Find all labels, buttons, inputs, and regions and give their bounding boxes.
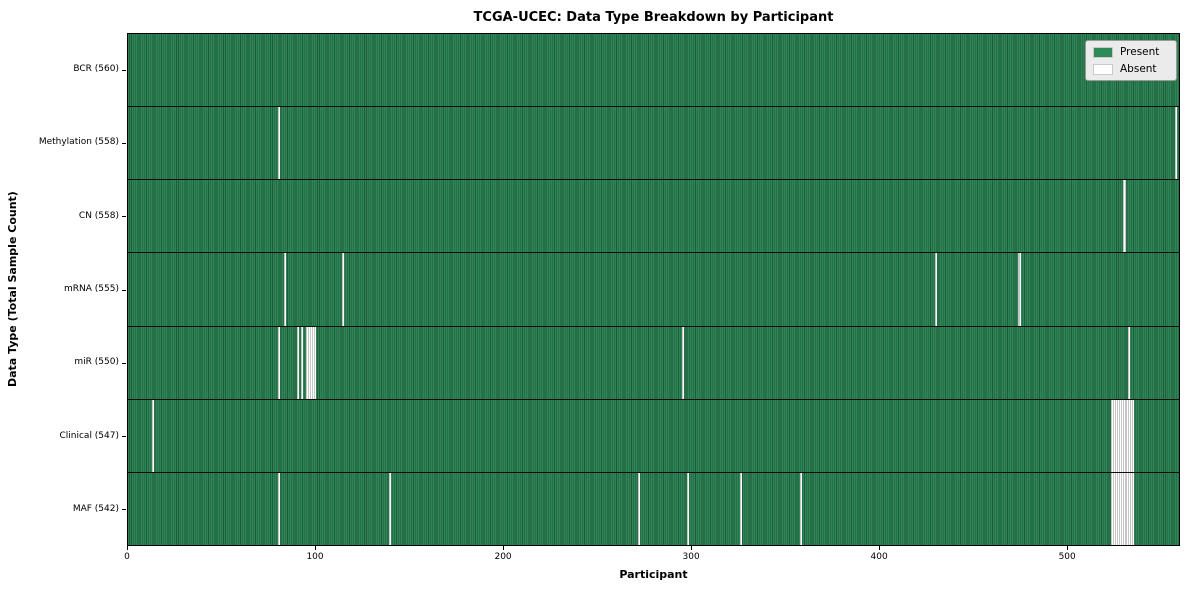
absent-stripe — [1122, 180, 1125, 253]
x-tick-mark — [503, 546, 505, 550]
x-tick-mark — [691, 546, 693, 550]
absent-stripe — [1120, 399, 1123, 472]
present-swatch-icon — [1093, 46, 1113, 58]
y-tick-mark — [122, 216, 126, 218]
y-tick-label-cn: CN (558) — [78, 210, 119, 221]
absent-stripe — [283, 253, 286, 326]
row-clinical — [128, 398, 1179, 472]
absent-stripe — [638, 472, 641, 545]
absent-stripe — [278, 326, 281, 399]
y-tick-mark — [122, 142, 126, 144]
absent-stripe — [1128, 472, 1131, 545]
x-tick-mark — [879, 546, 881, 550]
row-cn — [128, 179, 1179, 253]
absent-stripe — [341, 253, 344, 326]
absent-stripe — [1117, 472, 1119, 545]
absent-stripe — [1128, 326, 1131, 399]
absent-stripe — [1130, 399, 1133, 472]
y-tick-label-mir: miR (550) — [74, 357, 119, 368]
absent-stripe — [300, 326, 303, 399]
absent-stripe — [1111, 399, 1114, 472]
absent-stripe — [1122, 472, 1125, 545]
y-tick-mark — [122, 509, 126, 511]
y-tick-mark — [122, 362, 126, 364]
absent-stripe — [1130, 472, 1133, 545]
row-bcr — [128, 34, 1179, 107]
x-tick-mark — [1067, 546, 1069, 550]
absent-stripe — [687, 472, 690, 545]
absent-stripe — [1132, 472, 1134, 545]
legend: Present Absent — [1085, 40, 1177, 81]
absent-stripe — [311, 326, 314, 399]
x-tick-label-400: 400 — [870, 552, 888, 562]
absent-stripe — [1126, 399, 1129, 472]
y-tick-mark — [122, 289, 126, 291]
absent-stripe — [1111, 472, 1114, 545]
absent-stripe — [388, 472, 391, 545]
y-tick-label-maf: MAF (542) — [72, 503, 119, 514]
y-tick-mark — [122, 436, 126, 438]
absent-stripe — [310, 326, 312, 399]
legend-entry-absent: Absent — [1093, 63, 1169, 75]
absent-stripe — [1175, 107, 1178, 180]
absent-stripe — [306, 326, 309, 399]
absent-stripe — [1113, 472, 1116, 545]
chart-title: TCGA-UCEC: Data Type Breakdown by Partic… — [473, 10, 834, 25]
absent-stripe — [1118, 399, 1121, 472]
y-tick-label-bcr: BCR (560) — [73, 64, 119, 75]
absent-stripe — [1122, 399, 1125, 472]
x-tick-mark — [315, 546, 317, 550]
legend-label-absent: Absent — [1120, 63, 1157, 75]
absent-stripe — [278, 107, 281, 180]
absent-stripe — [1124, 180, 1127, 253]
absent-stripe — [296, 326, 299, 399]
x-tick-mark — [127, 546, 128, 550]
y-tick-label-clinical: Clinical (547) — [59, 430, 119, 441]
plot-area — [127, 33, 1180, 546]
absent-stripe — [1128, 399, 1131, 472]
absent-stripe — [278, 472, 281, 545]
row-mrna — [128, 252, 1179, 326]
y-tick-label-methylation: Methylation (558) — [38, 137, 119, 148]
absent-stripe — [739, 472, 742, 545]
x-tick-label-0: 0 — [124, 552, 130, 562]
x-tick-label-500: 500 — [1058, 552, 1076, 562]
absent-stripe — [313, 326, 316, 399]
absent-stripe — [1124, 472, 1127, 545]
absent-stripe — [1019, 253, 1022, 326]
absent-stripe — [152, 399, 155, 472]
y-tick-label-mrna: mRNA (555) — [64, 284, 119, 294]
absent-stripe — [1132, 399, 1134, 472]
absent-stripe — [1118, 472, 1121, 545]
absent-stripe — [1115, 399, 1118, 472]
absent-stripe — [1115, 472, 1118, 545]
absent-stripe — [308, 326, 311, 399]
absent-stripe — [1126, 472, 1129, 545]
legend-label-present: Present — [1120, 46, 1160, 58]
y-tick-mark — [122, 69, 126, 71]
absent-stripe — [1120, 472, 1123, 545]
row-methylation — [128, 106, 1179, 180]
legend-entry-present: Present — [1093, 46, 1169, 58]
x-tick-label-100: 100 — [306, 552, 324, 562]
absent-stripe — [1113, 399, 1116, 472]
x-tick-label-200: 200 — [494, 552, 512, 562]
row-maf — [128, 471, 1179, 545]
absent-stripe — [1117, 399, 1119, 472]
absent-stripe — [935, 253, 937, 326]
row-mir — [128, 325, 1179, 399]
absent-stripe — [799, 472, 802, 545]
absent-swatch-icon — [1093, 63, 1113, 75]
absent-stripe — [1017, 253, 1020, 326]
x-tick-label-300: 300 — [682, 552, 700, 562]
absent-stripe — [681, 326, 684, 399]
x-axis-label: Participant — [619, 568, 688, 581]
absent-stripe — [1124, 399, 1127, 472]
